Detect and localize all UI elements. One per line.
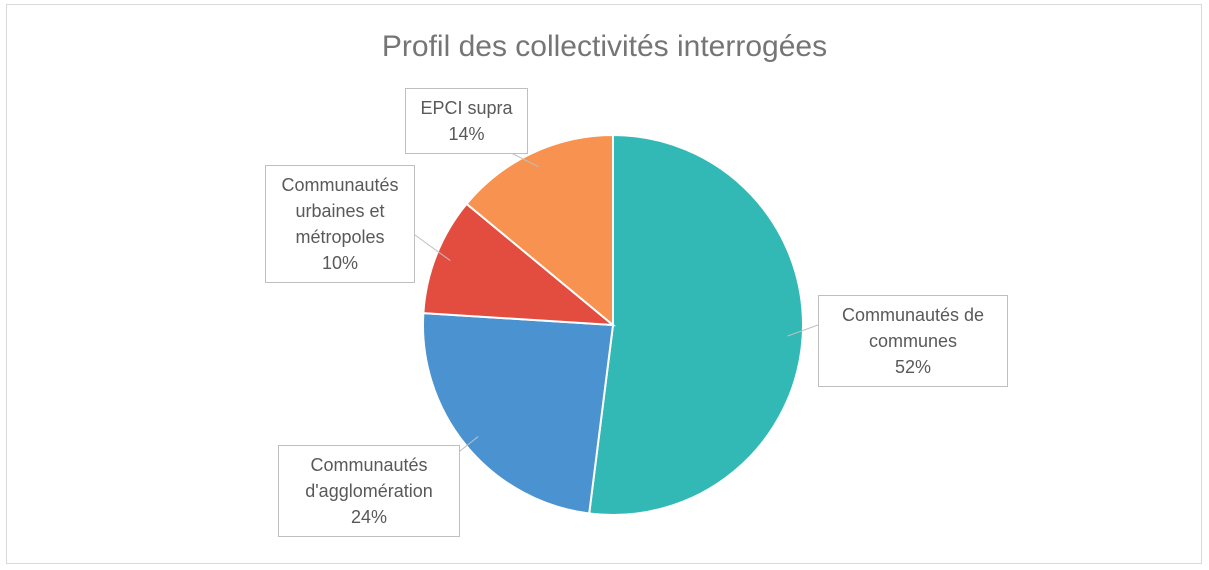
value-label: 24% (350, 507, 388, 527)
value-label: 52% (894, 357, 932, 377)
data-label: Communautés de communes 52% (818, 295, 1008, 387)
data-label: EPCI supra 14% (405, 88, 528, 154)
chart-frame (6, 4, 1202, 564)
category-label: Communautés urbaines et métropoles (281, 175, 399, 247)
value-label: 14% (448, 124, 485, 144)
value-label: 10% (321, 253, 359, 273)
pie-slice (588, 133, 804, 516)
pie-slice (465, 133, 614, 328)
data-label: Communautés d'agglomération 24% (278, 445, 460, 537)
category-label: EPCI supra (420, 98, 513, 118)
leader-line (787, 324, 819, 337)
chart-title: Profil des collectivités interrogées (381, 30, 828, 63)
category-label: Communautés de communes (841, 305, 985, 351)
pie-slice (422, 202, 617, 327)
category-label: Communautés d'agglomération (305, 455, 433, 501)
data-label: Communautés urbaines et métropoles 10% (265, 165, 415, 283)
leader-line (414, 234, 451, 261)
